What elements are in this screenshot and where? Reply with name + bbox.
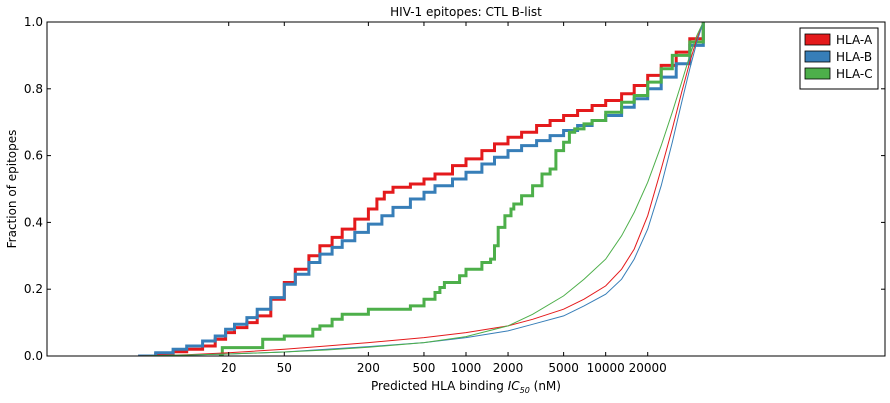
- x-tick-label: 20000: [629, 361, 667, 375]
- legend: HLA-A HLA-B HLA-C: [799, 27, 879, 90]
- x-tick-label: 10000: [587, 361, 625, 375]
- x-tick-label: 1000: [451, 361, 482, 375]
- chart-title: HIV-1 epitopes: CTL B-list: [390, 5, 542, 19]
- y-tick-label: 0.4: [24, 215, 43, 229]
- legend-label-hla-c: HLA-C: [836, 67, 873, 81]
- y-tick-label: 1.0: [24, 15, 43, 29]
- series-hla-c-empirical-line: [218, 22, 705, 356]
- y-tick-label: 0.0: [24, 349, 43, 363]
- legend-label-hla-b: HLA-B: [836, 50, 872, 64]
- y-tick-label: 0.6: [24, 149, 43, 163]
- legend-swatch-hla-c: [804, 67, 831, 80]
- series-hla-c-background-line: [138, 21, 704, 356]
- x-axis-label-math: IC: [508, 379, 521, 393]
- series-hla-a-empirical-line: [138, 22, 705, 356]
- series-hla-a-background-line: [138, 21, 704, 356]
- axis-ticks: [47, 21, 885, 357]
- y-axis-label: Fraction of epitopes: [5, 130, 19, 249]
- x-tick-label: 50: [277, 361, 292, 375]
- plot-frame: [46, 21, 886, 357]
- y-tick-label: 0.2: [24, 282, 43, 296]
- x-axis-label-suffix: (nM): [530, 379, 561, 393]
- legend-swatch-hla-a: [804, 33, 831, 46]
- x-tick-label: 2000: [493, 361, 524, 375]
- axis-tick-labels: 20 50 200 500 1000 2000 5000 10000 20000 0.0 0.2 0.…: [24, 15, 667, 375]
- x-tick-label: 20: [221, 361, 236, 375]
- x-tick-label: 5000: [548, 361, 579, 375]
- x-axis-label-prefix: Predicted HLA binding: [371, 379, 508, 393]
- x-tick-label: 500: [413, 361, 436, 375]
- y-tick-label: 0.8: [24, 82, 43, 96]
- x-axis-label-subscript: 50: [520, 386, 530, 395]
- legend-label-hla-a: HLA-A: [836, 33, 873, 47]
- legend-swatch-hla-b: [804, 50, 831, 63]
- x-tick-label: 200: [357, 361, 380, 375]
- x-axis-label: Predicted HLA binding IC50 (nM): [371, 379, 561, 395]
